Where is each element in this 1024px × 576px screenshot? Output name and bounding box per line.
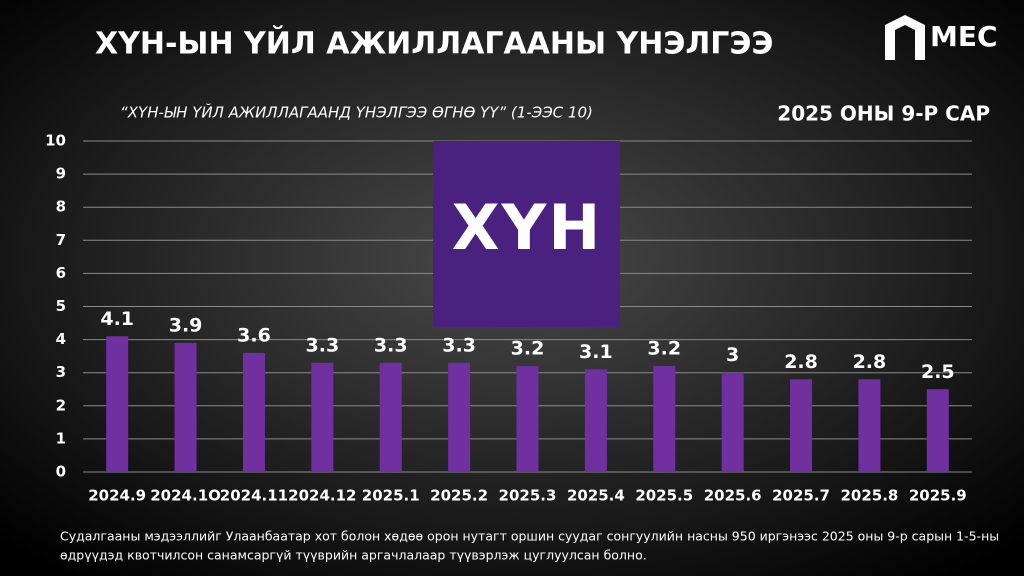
bar xyxy=(448,362,471,472)
x-tick-label: 2025.7 xyxy=(772,487,830,505)
value-label: 3.1 xyxy=(579,341,613,363)
value-label: 3 xyxy=(726,344,739,366)
y-tick-label: 1 xyxy=(56,429,66,447)
bar xyxy=(790,379,813,472)
value-label: 2.8 xyxy=(784,351,818,373)
bar xyxy=(242,352,265,472)
value-label: 3.2 xyxy=(647,338,681,360)
y-tick-label: 9 xyxy=(56,165,66,183)
brand-text: ХҮН xyxy=(452,191,603,264)
x-tick-label: 2025.9 xyxy=(909,487,967,505)
period: 2025 ОНЫ 9-Р САР xyxy=(777,102,990,126)
bar xyxy=(311,362,334,472)
y-tick-label: 8 xyxy=(56,198,66,216)
y-tick-label: 0 xyxy=(56,463,66,481)
value-label: 3.3 xyxy=(306,334,340,356)
x-tick-label: 2025.1 xyxy=(362,487,420,505)
bar xyxy=(926,389,949,472)
x-tick-label: 2025.8 xyxy=(840,487,898,505)
y-tick-label: 6 xyxy=(56,264,66,282)
bar xyxy=(653,366,676,472)
bar xyxy=(379,362,402,472)
bar xyxy=(858,379,881,472)
x-tick-label: 2025.2 xyxy=(430,487,488,505)
bar xyxy=(106,336,129,472)
brand-box xyxy=(433,141,620,327)
value-label: 2.8 xyxy=(853,351,887,373)
x-tick-label: 2024.9 xyxy=(88,487,146,505)
x-tick-label: 2024.1O xyxy=(150,487,221,505)
bar xyxy=(584,369,607,472)
logo-text: МЕС xyxy=(930,20,998,53)
title: ХҮН-ЫН ҮЙЛ АЖИЛЛАГААНЫ ҮНЭЛГЭЭ xyxy=(95,26,773,62)
bar xyxy=(516,366,539,472)
y-tick-label: 7 xyxy=(56,231,66,249)
bar xyxy=(174,342,197,472)
value-label: 2.5 xyxy=(921,361,955,383)
y-tick-label: 2 xyxy=(56,396,66,414)
x-tick-label: 2025.6 xyxy=(704,487,762,505)
x-tick-label: 2025.5 xyxy=(635,487,693,505)
y-tick-label: 5 xyxy=(56,297,66,315)
footnote: Судалгааны мэдээллийг Улаанбаатар хот бо… xyxy=(60,529,999,544)
bar xyxy=(721,372,744,472)
x-tick-label: 2024.12 xyxy=(288,487,356,505)
bars: 2024.9 4.1 2024.1O 3.9 2024.11 3.6 2024.12 3.3 2… xyxy=(88,308,967,505)
value-label: 4.1 xyxy=(100,308,134,330)
y-tick-label: 4 xyxy=(56,330,66,348)
x-tick-label: 2024.11 xyxy=(220,487,288,505)
x-tick-label: 2025.4 xyxy=(567,487,625,505)
y-tick-label: 10 xyxy=(45,132,66,150)
y-tick-label: 3 xyxy=(56,363,66,381)
x-tick-label: 2025.3 xyxy=(499,487,557,505)
footnote: өдрүүдэд квотчилсон санамсаргүй түүврийн… xyxy=(60,548,647,563)
value-label: 3.3 xyxy=(374,334,408,356)
value-label: 3.9 xyxy=(169,314,203,336)
subtitle: “ХҮН-ЫН ҮЙЛ АЖИЛЛАГААНД ҮНЭЛГЭЭ ӨГНӨ ҮҮ”… xyxy=(120,103,593,122)
value-label: 3.3 xyxy=(442,334,476,356)
value-label: 3.6 xyxy=(237,324,271,346)
logo-icon xyxy=(885,15,925,60)
value-label: 3.2 xyxy=(511,338,545,360)
logo: МЕС xyxy=(885,15,998,60)
